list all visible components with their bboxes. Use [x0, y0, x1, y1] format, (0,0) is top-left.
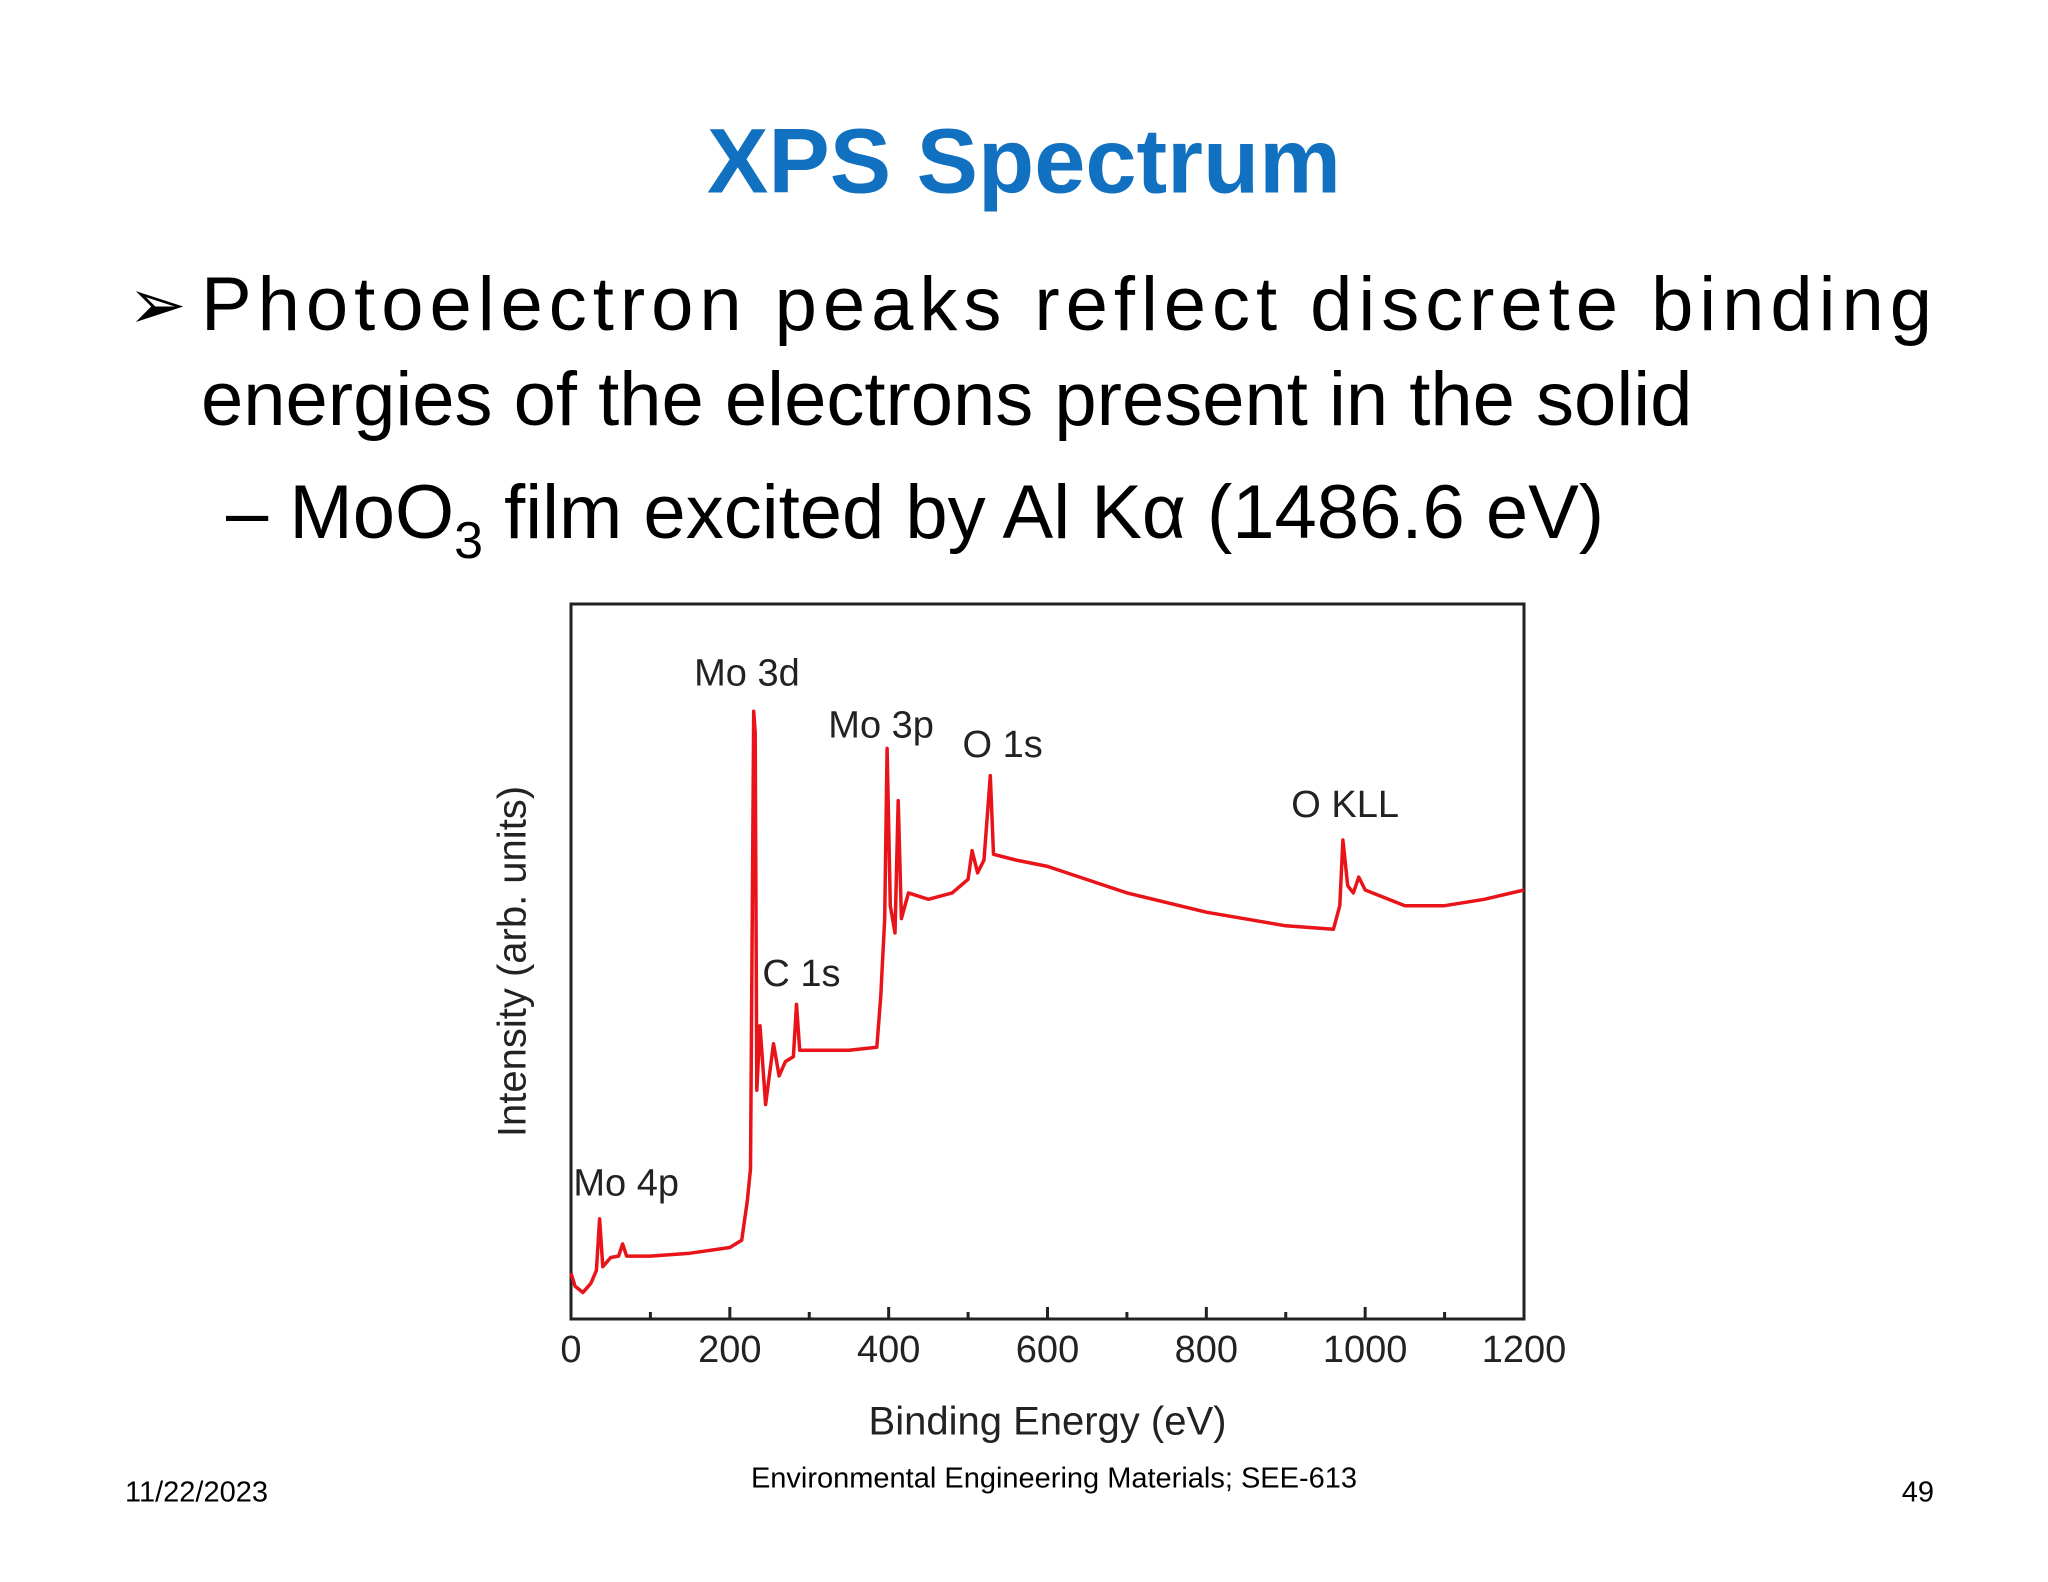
peak-label: C 1s [762, 953, 840, 995]
peak-label: Mo 3p [828, 705, 934, 747]
x-tick-label: 800 [1175, 1329, 1238, 1371]
spectrum-line [569, 709, 1525, 1295]
x-tick-label: 400 [857, 1329, 920, 1371]
footer-page: 49 [1902, 1477, 1934, 1509]
x-axis-label: Binding Energy (eV) [869, 1400, 1227, 1444]
x-tick-label: 600 [1016, 1329, 1079, 1371]
plot-frame [569, 602, 1526, 1321]
x-tick-label: 1000 [1323, 1329, 1408, 1371]
chart: 0 200 400 600 800 1000 1200 Binding Energy (eV)… [491, 602, 1567, 1444]
peak-label: O KLL [1291, 784, 1399, 826]
footer-course: Environmental Engineering Materials; SEE… [751, 1463, 1357, 1495]
sub-bullet-text: – MoO [226, 470, 454, 555]
sub-bullet: – MoO3 film excited by Al Kα (1486.6 eV) [226, 470, 1604, 570]
x-tick-label: 200 [698, 1329, 761, 1371]
subscript: 3 [454, 512, 483, 570]
x-tick-label: 1200 [1482, 1329, 1567, 1371]
x-tick-label: 0 [560, 1329, 581, 1371]
peak-label: Mo 4p [573, 1162, 679, 1204]
bullet-text: Photoelectron peaks reflect discrete bin… [201, 262, 1932, 347]
bullet-marker: ➢ [128, 265, 187, 343]
peak-label: O 1s [963, 724, 1043, 766]
peak-label: Mo 3d [694, 653, 800, 695]
y-axis-label: Intensity (arb. units) [491, 786, 535, 1137]
bullet-text: energies of the electrons present in the… [201, 357, 1692, 442]
sub-bullet-text: film excited by Al Kα (1486.6 eV) [483, 470, 1604, 555]
footer-date: 11/22/2023 [125, 1477, 268, 1509]
slide-title: XPS Spectrum [707, 110, 1341, 212]
